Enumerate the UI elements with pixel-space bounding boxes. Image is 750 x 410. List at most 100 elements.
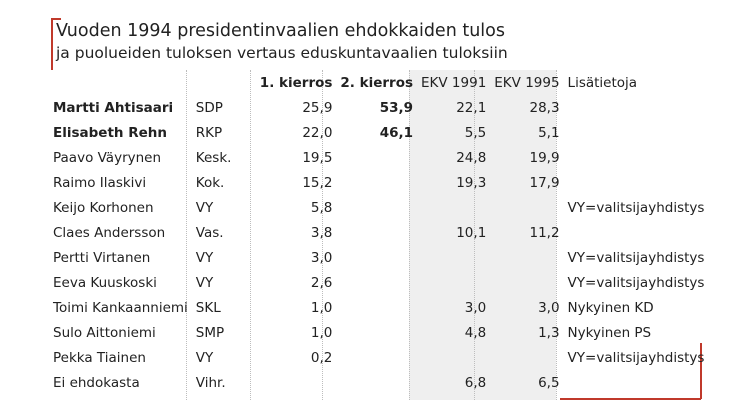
round2-cell <box>336 295 417 320</box>
table-row: Keijo Korhonen VY 5,8 VY=valitsijayhdistys <box>49 195 709 220</box>
round1-cell: 5,8 <box>310 199 333 216</box>
ekv1995-cell: 28,3 <box>529 99 560 116</box>
table-frame-vertical <box>700 343 702 399</box>
party-cell: VY <box>195 199 214 216</box>
table-row: Claes Andersson Vas. 3,8 10,1 11,2 <box>49 220 709 245</box>
ekv1991-cell <box>417 195 490 220</box>
party-cell: SMP <box>195 324 225 341</box>
round2-cell <box>336 320 417 345</box>
ekv-columns-background <box>409 70 556 400</box>
candidate-name: Ei ehdokasta <box>53 374 140 391</box>
ekv1995-cell: 6,5 <box>538 374 560 391</box>
party-cell: Kesk. <box>195 149 232 166</box>
table-row: Ei ehdokasta Vihr. 6,8 6,5 <box>49 370 709 395</box>
header-round2: 2. kierros <box>340 74 414 91</box>
round2-cell <box>336 370 417 395</box>
ekv1991-cell: 10,1 <box>456 224 487 241</box>
column-separator <box>322 70 323 400</box>
info-cell <box>564 170 709 195</box>
page-title: Vuoden 1994 presidentinvaalien ehdokkaid… <box>56 21 505 41</box>
party-cell: VY <box>195 274 214 291</box>
info-cell <box>564 370 709 395</box>
ekv1995-cell: 5,1 <box>538 124 560 141</box>
ekv1991-cell <box>417 245 490 270</box>
party-cell: VY <box>195 249 214 266</box>
ekv1991-cell: 5,5 <box>464 124 487 141</box>
round2-cell <box>336 345 417 370</box>
table-row: Pekka Tiainen VY 0,2 VY=valitsijayhdistys <box>49 345 709 370</box>
party-cell: SDP <box>195 99 223 116</box>
table-row: Martti Ahtisaari SDP 25,9 53,9 22,1 28,3 <box>49 95 709 120</box>
column-separator <box>409 70 410 400</box>
party-cell: SKL <box>195 299 221 316</box>
info-cell: VY=valitsijayhdistys <box>567 349 705 366</box>
round1-cell: 2,6 <box>310 274 333 291</box>
ekv1995-cell: 1,3 <box>538 324 560 341</box>
round1-cell: 1,0 <box>310 299 333 316</box>
info-cell: Nykyinen PS <box>567 324 652 341</box>
ekv1995-cell <box>490 345 563 370</box>
candidate-name: Paavo Väyrynen <box>53 149 162 166</box>
candidate-name: Eeva Kuuskoski <box>53 274 157 291</box>
table-row: Toimi Kankaanniemi SKL 1,0 3,0 3,0 Nykyinen K… <box>49 295 709 320</box>
header-round1: 1. kierros <box>259 74 333 91</box>
table-row: Raimo Ilaskivi Kok. 15,2 19,3 17,9 <box>49 170 709 195</box>
info-cell <box>564 220 709 245</box>
candidate-name: Toimi Kankaanniemi <box>53 299 188 316</box>
candidate-name: Martti Ahtisaari <box>53 99 174 116</box>
party-cell: Kok. <box>195 174 225 191</box>
round2-cell <box>336 220 417 245</box>
table-header-row: 1. kierros 2. kierros EKV 1991 EKV 1995 … <box>49 70 709 95</box>
ekv1995-cell: 3,0 <box>538 299 560 316</box>
round1-cell: 3,0 <box>310 249 333 266</box>
header-party <box>192 70 256 95</box>
party-cell: RKP <box>195 124 223 141</box>
round1-cell: 22,0 <box>302 124 333 141</box>
results-table: 1. kierros 2. kierros EKV 1991 EKV 1995 … <box>49 70 709 395</box>
round1-cell: 25,9 <box>302 99 333 116</box>
round2-cell: 53,9 <box>379 99 414 116</box>
ekv1995-cell <box>490 270 563 295</box>
info-cell: VY=valitsijayhdistys <box>567 249 705 266</box>
ekv1991-cell: 22,1 <box>456 99 487 116</box>
info-cell <box>564 95 709 120</box>
ekv1991-cell: 19,3 <box>456 174 487 191</box>
page-subtitle: ja puolueiden tuloksen vertaus eduskunta… <box>56 44 508 62</box>
round1-cell: 1,0 <box>310 324 333 341</box>
candidate-name: Sulo Aittoniemi <box>53 324 156 341</box>
title-frame-vertical <box>51 18 53 70</box>
header-ekv1995: EKV 1995 <box>494 74 560 91</box>
table-frame-horizontal <box>560 398 701 400</box>
info-cell <box>564 145 709 170</box>
ekv1991-cell <box>417 345 490 370</box>
header-ekv1991: EKV 1991 <box>421 74 487 91</box>
info-cell: Nykyinen KD <box>567 299 654 316</box>
header-name <box>49 70 192 95</box>
round1-cell: 0,2 <box>310 349 333 366</box>
round2-cell <box>336 145 417 170</box>
candidate-name: Elisabeth Rehn <box>53 124 167 141</box>
candidate-name: Claes Andersson <box>53 224 166 241</box>
column-separator <box>474 70 475 400</box>
candidate-name: Raimo Ilaskivi <box>53 174 147 191</box>
round2-cell <box>336 170 417 195</box>
info-cell: VY=valitsijayhdistys <box>567 274 705 291</box>
table-row: Paavo Väyrynen Kesk. 19,5 24,8 19,9 <box>49 145 709 170</box>
table-row: Pertti Virtanen VY 3,0 VY=valitsijayhdistys <box>49 245 709 270</box>
table-row: Elisabeth Rehn RKP 22,0 46,1 5,5 5,1 <box>49 120 709 145</box>
round1-cell: 3,8 <box>310 224 333 241</box>
party-cell: VY <box>195 349 214 366</box>
round1-cell: 15,2 <box>302 174 333 191</box>
ekv1991-cell: 3,0 <box>464 299 487 316</box>
candidate-name: Pertti Virtanen <box>53 249 151 266</box>
round2-cell <box>336 245 417 270</box>
column-separator <box>556 70 557 400</box>
ekv1995-cell: 19,9 <box>529 149 560 166</box>
round2-cell <box>336 195 417 220</box>
title-frame-horizontal <box>51 18 61 20</box>
candidate-name: Pekka Tiainen <box>53 349 146 366</box>
ekv1991-cell <box>417 270 490 295</box>
column-separator <box>250 70 251 400</box>
party-cell: Vihr. <box>195 374 226 391</box>
candidate-name: Keijo Korhonen <box>53 199 154 216</box>
